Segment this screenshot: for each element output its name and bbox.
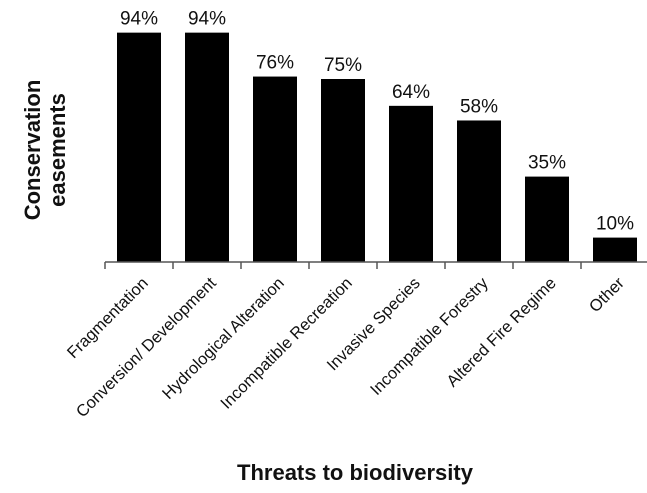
data-label-7: 35% xyxy=(528,153,566,174)
bar-2 xyxy=(185,32,229,262)
category-label-4: Incompatible Recreation xyxy=(217,274,356,413)
data-label-8: 10% xyxy=(596,214,634,235)
x-axis-ticks xyxy=(104,262,582,269)
data-labels: 94% 94% 76% 75% 64% 58% 35% 10% xyxy=(120,9,634,235)
bar-4 xyxy=(321,79,365,262)
data-label-6: 58% xyxy=(460,96,498,117)
category-label-3: Hydrological Alteration xyxy=(159,274,288,403)
y-axis-label-line-2: easements xyxy=(45,93,70,207)
y-axis-label: Conservation easements xyxy=(20,80,70,221)
bar-8 xyxy=(593,237,637,262)
data-label-2: 94% xyxy=(188,9,226,30)
category-label-8: Other xyxy=(586,274,628,316)
data-label-3: 76% xyxy=(256,53,294,74)
category-label-2: Conversion/ Development xyxy=(73,274,220,421)
bar-7 xyxy=(525,176,569,262)
data-label-5: 64% xyxy=(392,82,430,103)
data-label-4: 75% xyxy=(324,55,362,76)
bars xyxy=(117,32,637,262)
category-label-6: Incompatible Forestry xyxy=(367,274,492,399)
bar-3 xyxy=(253,76,297,262)
data-label-1: 94% xyxy=(120,9,158,30)
x-axis-label: Threats to biodiversity xyxy=(237,460,474,485)
bar-1 xyxy=(117,32,161,262)
y-axis-label-line-1: Conservation xyxy=(20,80,45,221)
bar-6 xyxy=(457,120,501,262)
bar-5 xyxy=(389,105,433,262)
